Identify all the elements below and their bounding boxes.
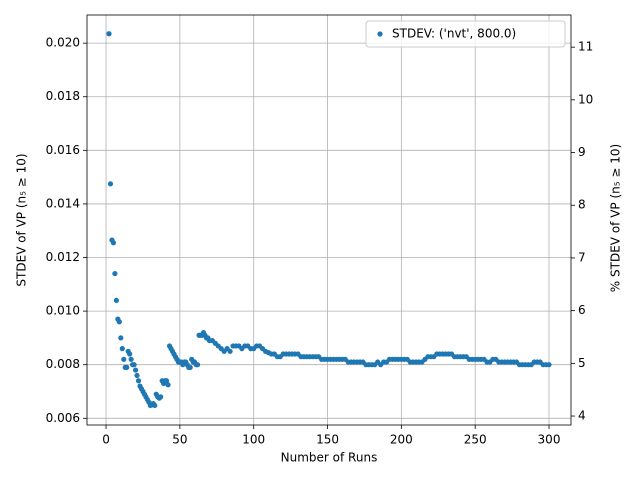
scatter-point [119, 346, 125, 352]
scatter-point [106, 31, 112, 37]
y2-tick-label: 4 [578, 409, 586, 423]
scatter-point [227, 348, 233, 354]
x-tick-label: 250 [464, 433, 487, 447]
y-tick-label: 0.016 [46, 143, 80, 157]
scatter-point [152, 402, 158, 409]
x-tick-label: 100 [242, 433, 265, 447]
y-tick-label: 0.020 [46, 36, 80, 50]
scatter-point [131, 362, 137, 368]
x-tick-label: 0 [102, 433, 110, 447]
y2-tick-label: 6 [578, 303, 586, 317]
y-tick-label: 0.010 [46, 304, 80, 318]
scatter-point [128, 356, 134, 362]
scatter-point [134, 372, 140, 379]
scatter-point [121, 356, 127, 362]
y2-tick-label: 9 [578, 145, 586, 159]
x-axis-label: Number of Runs [281, 451, 378, 465]
scatter-point [135, 378, 142, 384]
scatter-point [163, 378, 170, 384]
scatter-point [107, 181, 114, 187]
y2-tick-label: 8 [578, 198, 586, 212]
scatter-point [124, 364, 130, 370]
scatter-point [165, 382, 171, 388]
scatter-point [112, 270, 118, 277]
y2-tick-label: 7 [578, 250, 586, 264]
scatter-point [113, 297, 119, 303]
y-tick-label: 0.006 [46, 411, 80, 425]
legend-label: STDEV: ('nvt', 800.0) [392, 27, 516, 41]
y-tick-label: 0.014 [46, 196, 80, 210]
y2-tick-label: 11 [578, 40, 593, 54]
y2-axis-label: % STDEV of VP (n₅ ≥ 10) [609, 144, 623, 292]
legend-box [365, 20, 566, 48]
y-tick-label: 0.012 [46, 250, 80, 264]
axes-frame [86, 14, 572, 426]
y-tick-label: 0.018 [46, 89, 80, 103]
x-tick-label: 150 [316, 433, 339, 447]
y-tick-label: 0.008 [46, 357, 80, 371]
scatter-point [158, 394, 164, 400]
scatter-point [194, 362, 201, 368]
y2-tick-label: 5 [578, 356, 586, 370]
legend-marker [377, 31, 383, 37]
scatter-point [187, 364, 193, 370]
scatter-point [118, 335, 124, 341]
y-axis-label: STDEV of VP (n₅ ≥ 10) [15, 153, 29, 286]
x-tick-label: 200 [390, 433, 413, 447]
scatter-point [116, 319, 122, 325]
x-tick-label: 300 [538, 433, 561, 447]
scatter-point [546, 362, 552, 368]
y2-tick-label: 10 [578, 92, 593, 106]
scatter-point [127, 351, 133, 357]
x-tick-label: 50 [172, 433, 187, 447]
plot-area [87, 15, 571, 425]
scatter-point [132, 367, 139, 373]
scatter-point [110, 240, 117, 246]
